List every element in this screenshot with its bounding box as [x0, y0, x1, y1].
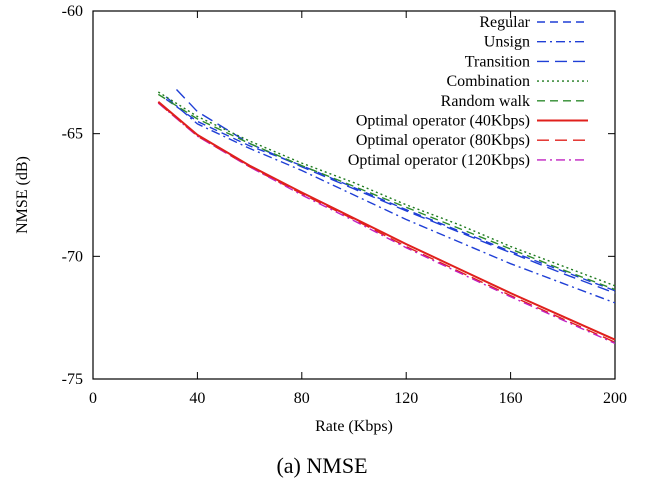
series-lines [157, 89, 616, 345]
x-tick-label: 160 [499, 390, 523, 407]
series-line-1 [165, 98, 616, 292]
series-line-6 [157, 101, 616, 341]
series-line-8 [157, 102, 616, 345]
legend-label: Random walk [441, 93, 530, 110]
plot-area-border [92, 10, 616, 380]
y-tick-label: -65 [62, 126, 83, 143]
x-tick-label: 80 [294, 390, 310, 407]
legend-label: Transition [465, 53, 530, 70]
legend-label: Unsign [484, 34, 530, 51]
legend-label: Optimal operator (120Kbps) [348, 152, 530, 169]
y-tick-label: -70 [62, 248, 83, 265]
axis-ticks: 0 40 80 120 160 200 -60 -65 -70 -75 [62, 3, 627, 407]
legend: Regular Unsign Transition Combination Random… [348, 14, 588, 169]
series-line-3 [175, 89, 616, 294]
legend-label: Combination [446, 73, 530, 90]
plot-frame [92, 10, 616, 380]
legend-label: Regular [479, 14, 530, 31]
y-tick-label: -60 [62, 3, 83, 20]
legend-label: Optimal operator (80Kbps) [356, 132, 530, 149]
x-tick-label: 120 [394, 390, 418, 407]
x-tick-label: 40 [189, 390, 205, 407]
y-tick-label: -75 [62, 371, 83, 388]
figure-caption: (a) NMSE [276, 453, 367, 478]
x-axis-label: Rate (Kbps) [315, 418, 393, 435]
x-tick-label: 200 [603, 390, 627, 407]
x-tick-label: 0 [89, 390, 97, 407]
legend-label: Optimal operator (40Kbps) [356, 113, 530, 130]
y-axis-label: NMSE (dB) [14, 156, 31, 234]
series-line-2 [165, 96, 616, 304]
